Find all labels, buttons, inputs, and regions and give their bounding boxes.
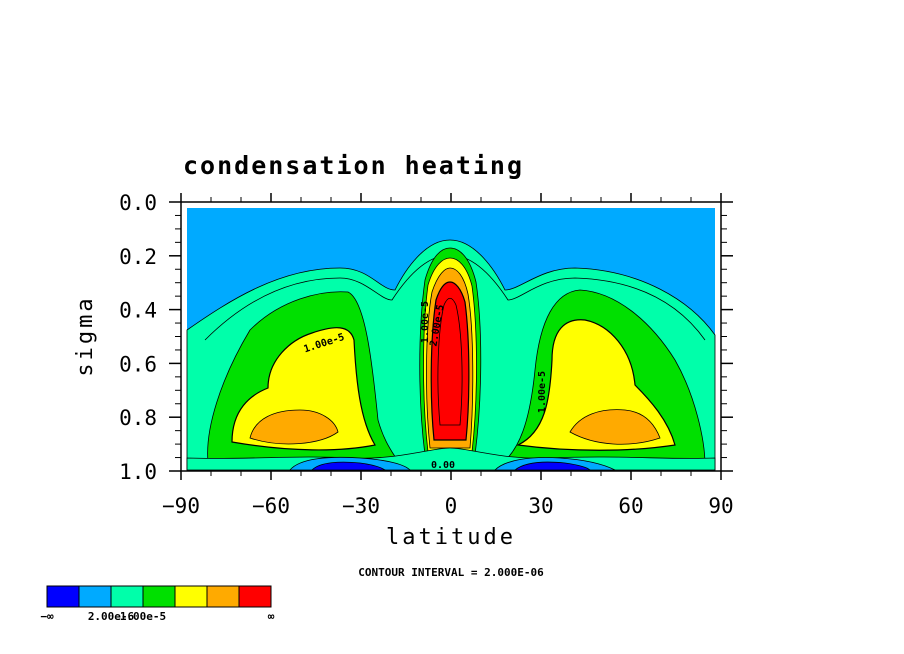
- x-tick-label: 0: [445, 494, 458, 518]
- y-tick-label: 0.0: [119, 191, 157, 215]
- colorbar-swatch: [238, 585, 272, 608]
- contour-interval-note: CONTOUR INTERVAL = 2.000E-06: [358, 566, 544, 579]
- equatorial-inner-contour: [437, 297, 463, 426]
- colorbar-label: ∞: [268, 610, 275, 623]
- y-tick-label: 0.8: [119, 406, 157, 430]
- colorbar: [46, 585, 272, 608]
- y-tick-label: 0.2: [119, 245, 157, 269]
- x-axis-label: latitude: [386, 525, 516, 550]
- colorbar-swatch: [206, 585, 240, 608]
- y-tick-label: 1.0: [119, 460, 157, 484]
- x-tick-label: −60: [252, 494, 290, 518]
- x-tick-label: 60: [618, 494, 643, 518]
- x-tick-label: 30: [528, 494, 553, 518]
- colorbar-label: −∞: [40, 610, 54, 623]
- colorbar-label: 2.00e-6: [88, 610, 135, 623]
- surface-cooling-north: [513, 461, 591, 471]
- colorbar-swatch: [142, 585, 176, 608]
- y-tick-label: 0.4: [119, 299, 157, 323]
- chart-title: condensation heating: [183, 151, 524, 180]
- orange-blob-north: [569, 409, 661, 445]
- x-tick-label: −90: [162, 494, 200, 518]
- contour-label: 0.00: [431, 460, 455, 471]
- orange-blob-south: [249, 409, 339, 445]
- surface-cooling-south: [311, 461, 387, 471]
- contour-label: 1.00e-5: [420, 301, 431, 343]
- contour-label: 1.00e-5: [537, 371, 548, 413]
- x-tick-label: −30: [342, 494, 380, 518]
- axis-ticks: [169, 193, 733, 480]
- y-axis-label: sigma: [73, 295, 98, 376]
- colorbar-label: 1.00e-5: [120, 610, 166, 623]
- colorbar-swatch: [174, 585, 208, 608]
- y-tick-label: 0.6: [119, 352, 157, 376]
- axis-tick-labels: −90 −60 −30 0 30 60 90 0.0 0.2 0.4 0.6 0.8 1.0: [119, 191, 734, 518]
- x-tick-label: 90: [708, 494, 733, 518]
- colorbar-swatch: [78, 585, 112, 608]
- colorbar-swatch: [46, 585, 80, 608]
- colorbar-labels: −∞ 2.00e-61.00e-5 ∞: [40, 610, 274, 623]
- contour-fill: [181, 202, 721, 471]
- colorbar-swatch: [110, 585, 144, 608]
